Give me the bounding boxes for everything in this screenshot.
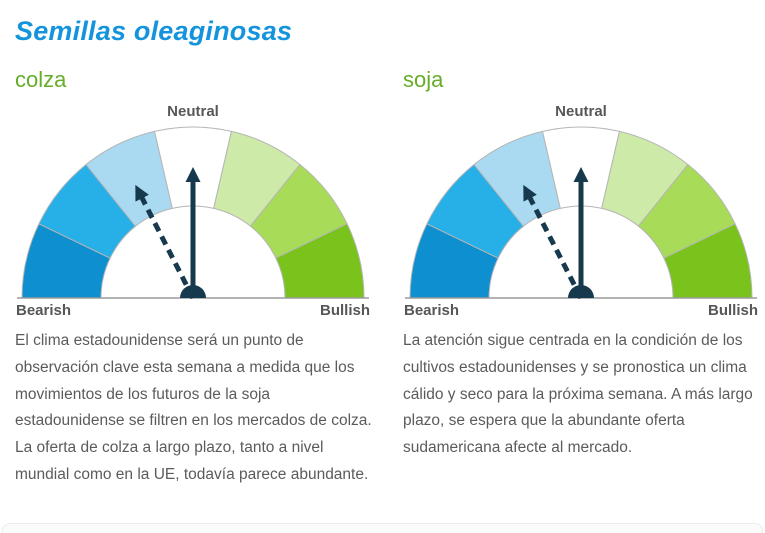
colza-gauge-block: Neutral Bearish Bullish — [15, 103, 371, 319]
soja-bearish-label: Bearish — [404, 302, 460, 319]
colza-bearish-label: Bearish — [16, 302, 72, 319]
soja-neutral-label: Neutral — [555, 103, 607, 120]
section-soja: soja Neutral Bearish Bullish La atención… — [403, 67, 765, 489]
soja-heading: soja — [403, 67, 444, 92]
colza-scale-ends: Bearish Bullish — [15, 300, 371, 319]
colza-heading: colza — [15, 67, 67, 92]
soja-gauge-block: Neutral Bearish Bullish — [403, 103, 759, 319]
colza-commentary: El clima estadounidense será un punto de… — [15, 332, 372, 484]
page-title: Semillas oleaginosas — [15, 16, 293, 46]
soja-scale-ends: Bearish Bullish — [403, 300, 759, 319]
section-colza: colza Neutral Bearish Bullish El clima e… — [15, 67, 381, 489]
colza-bullish-label: Bullish — [319, 302, 370, 319]
soja-bullish-label: Bullish — [707, 302, 758, 319]
colza-sentiment-gauge — [17, 126, 369, 300]
next-section-top-edge — [2, 523, 763, 533]
soja-commentary: La atención sigue centrada en la condici… — [403, 332, 753, 457]
soja-sentiment-gauge — [405, 126, 757, 300]
commodity-columns: colza Neutral Bearish Bullish El clima e… — [0, 47, 765, 489]
colza-neutral-label: Neutral — [167, 103, 219, 120]
